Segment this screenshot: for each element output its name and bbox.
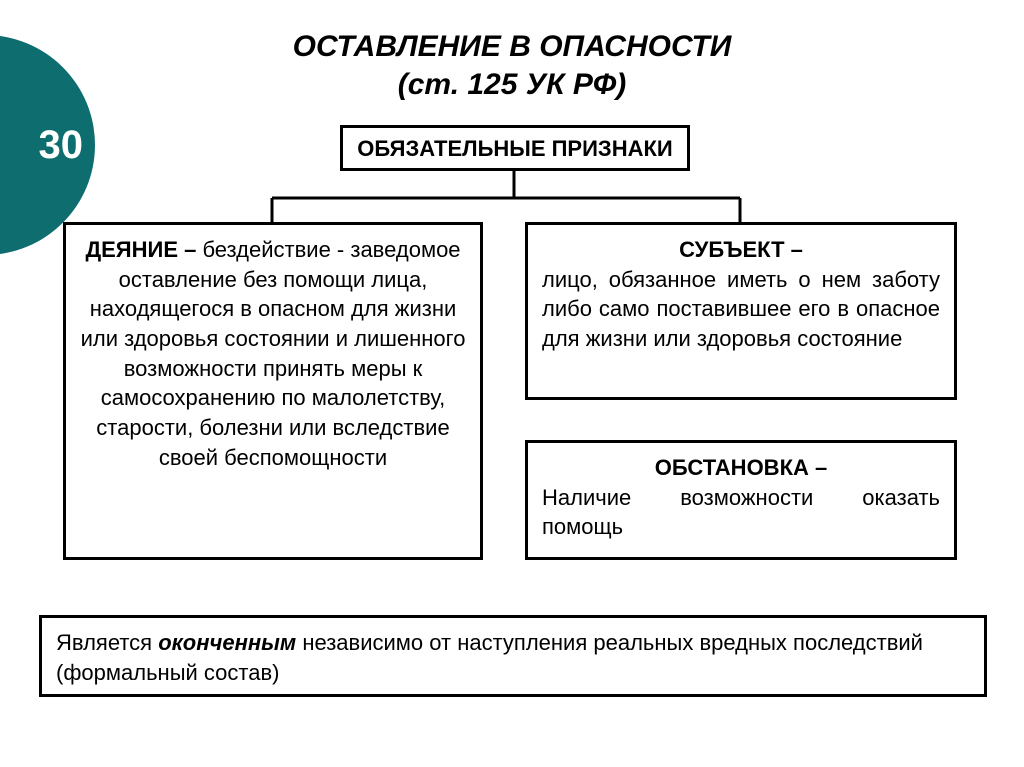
subject-text: лицо, обязанное иметь о нем заботу либо … xyxy=(542,267,940,351)
slide-number: 30 xyxy=(39,123,84,168)
subject-box: СУБЪЕКТ – лицо, обязанное иметь о нем за… xyxy=(525,222,957,400)
situation-box: ОБСТАНОВКА – Наличие возможности оказать… xyxy=(525,440,957,560)
situation-text: Наличие возможности оказать помощь xyxy=(542,483,940,542)
header-box: ОБЯЗАТЕЛЬНЫЕ ПРИЗНАКИ xyxy=(340,125,690,171)
header-label: ОБЯЗАТЕЛЬНЫЕ ПРИЗНАКИ xyxy=(357,136,672,161)
page-title: ОСТАВЛЕНИЕ В ОПАСНОСТИ (ст. 125 УК РФ) xyxy=(0,28,1024,103)
deyanie-label: ДЕЯНИЕ – xyxy=(85,237,202,262)
deyanie-box: ДЕЯНИЕ – бездействие - заведомое оставле… xyxy=(63,222,483,560)
bottom-ital: оконченным xyxy=(158,630,296,655)
page-title-text: ОСТАВЛЕНИЕ В ОПАСНОСТИ (ст. 125 УК РФ) xyxy=(293,30,732,101)
bottom-box: Является оконченным независимо от наступ… xyxy=(39,615,987,697)
situation-label: ОБСТАНОВКА – xyxy=(655,455,827,480)
bottom-pre: Является xyxy=(56,630,158,655)
deyanie-text: бездействие - заведомое оставление без п… xyxy=(81,237,466,470)
subject-label: СУБЪЕКТ – xyxy=(679,237,803,262)
